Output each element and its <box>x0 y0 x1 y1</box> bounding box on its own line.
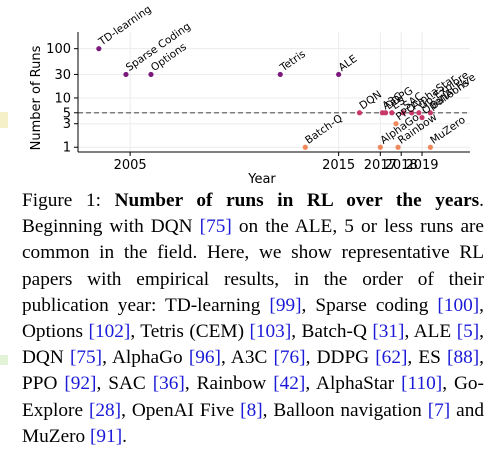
figure-label: Figure 1: <box>22 190 101 211</box>
y-tick-label: 3 <box>63 117 71 132</box>
citation-link[interactable]: [7] <box>427 399 451 421</box>
caption-text: , OpenAI Five <box>121 399 241 421</box>
x-tick-label: 2017 <box>364 158 397 173</box>
y-tick-label: 100 <box>46 42 71 57</box>
citation-link[interactable]: [28] <box>88 399 122 421</box>
caption-text: , Sparse coding <box>301 294 438 316</box>
data-point <box>382 110 389 116</box>
data-points <box>96 46 433 150</box>
caption-text: , PPO <box>22 347 484 395</box>
citation-link[interactable]: [8] <box>240 399 263 421</box>
caption-text: , Options <box>22 294 484 343</box>
data-point <box>395 144 401 150</box>
caption-text: , Go-Explore <box>22 373 484 421</box>
citation-link[interactable]: [62] <box>375 347 408 369</box>
data-point <box>393 121 399 127</box>
caption-text: , A3C <box>220 347 274 369</box>
citation-link[interactable]: [42] <box>273 373 306 395</box>
citation-link[interactable]: [91] <box>90 425 123 447</box>
caption-text: , DQN <box>22 321 484 369</box>
caption-text: , ALE <box>404 321 457 343</box>
caption-title: Number of runs in RL over the years <box>114 190 480 211</box>
data-point <box>96 46 102 52</box>
caption-body: . Beginning with DQN [75] on the ALE, 5 … <box>22 190 484 447</box>
caption-text: , Tetris (CEM) <box>130 321 250 343</box>
caption-text: , AlphaGo <box>102 347 189 369</box>
citation-link[interactable]: [31] <box>372 321 405 343</box>
point-label: ALE <box>336 53 359 74</box>
caption-text: . Beginning with DQN <box>22 190 484 238</box>
x-tick-label: 2018 <box>385 158 418 173</box>
data-point <box>277 71 283 78</box>
data-point <box>419 114 425 121</box>
data-point <box>416 110 422 116</box>
data-point <box>302 144 308 150</box>
margin-highlight <box>0 355 8 365</box>
data-point <box>427 144 433 150</box>
point-label: Tetris <box>277 48 308 74</box>
x-axis-label: Year <box>247 172 276 185</box>
caption-text: , Batch-Q <box>291 321 373 343</box>
margin-highlight <box>0 112 8 128</box>
y-tick-label: 1 <box>63 141 71 156</box>
data-point <box>389 110 395 116</box>
y-tick-label: 30 <box>54 68 71 83</box>
caption-text: on the ALE, 5 or less runs are common in… <box>22 216 484 316</box>
caption-text: , AlphaStar <box>305 373 402 395</box>
caption-text: , SAC <box>96 373 153 395</box>
citation-link[interactable]: [100] <box>437 294 480 316</box>
caption-text: . <box>122 425 127 447</box>
citation-link[interactable]: [75] <box>69 347 103 369</box>
citation-link[interactable]: [88] <box>447 347 480 369</box>
data-point <box>427 110 433 116</box>
citation-link[interactable]: [5] <box>456 321 480 343</box>
citation-link[interactable]: [36] <box>152 373 185 395</box>
caption-text: , Rainbow <box>184 373 274 395</box>
x-tick-label: 2015 <box>322 158 355 173</box>
y-axis-label: Number of Runs <box>29 45 44 150</box>
y-tick-label: 5 <box>63 106 71 121</box>
figure-caption: Figure 1: Number of runs in RL over the … <box>22 188 484 450</box>
citation-link[interactable]: [99] <box>269 294 302 316</box>
caption-text: , Balloon navigation <box>262 399 428 421</box>
citation-link[interactable]: [76] <box>273 347 306 369</box>
data-point <box>123 71 129 78</box>
y-tick-label: 10 <box>54 91 71 106</box>
citation-link[interactable]: [110] <box>401 373 443 395</box>
grid-lines <box>78 32 470 152</box>
x-tick-label: 2005 <box>114 158 147 173</box>
citation-link[interactable]: [75] <box>199 216 232 238</box>
x-tick-label: 2019 <box>405 158 438 173</box>
data-point <box>148 71 154 78</box>
data-point <box>409 110 415 116</box>
citation-link[interactable]: [96] <box>188 347 221 369</box>
caption-text: , DDPG <box>305 347 376 369</box>
point-label: TD-learning <box>96 3 154 48</box>
data-point <box>400 110 406 116</box>
caption-text: , ES <box>407 347 448 369</box>
citation-link[interactable]: [103] <box>249 321 292 343</box>
data-point <box>377 144 383 150</box>
citation-link[interactable]: [102] <box>88 321 131 343</box>
citation-link[interactable]: [92] <box>64 373 97 395</box>
data-point <box>336 71 342 78</box>
data-point <box>356 110 363 116</box>
